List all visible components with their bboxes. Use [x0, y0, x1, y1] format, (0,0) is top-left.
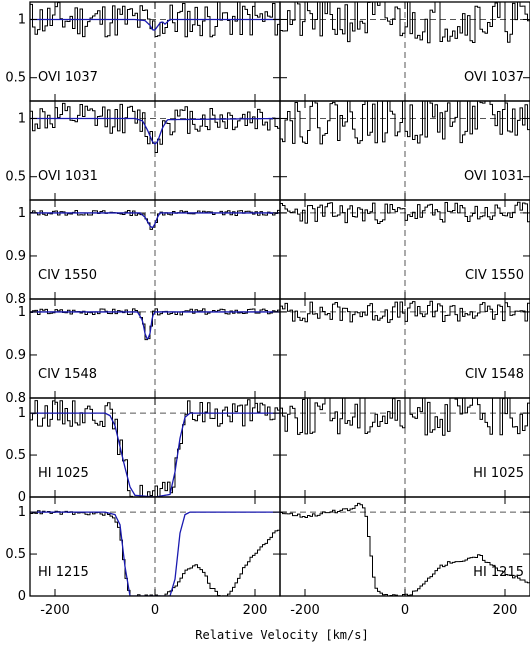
panel-3-right: CIV 1550: [279, 199, 530, 300]
y-tick-label: 0: [18, 490, 26, 505]
y-tick-label: 1: [18, 206, 26, 221]
y-tick-label: 0.9: [5, 348, 26, 363]
x-tick-label: 0: [151, 603, 159, 618]
y-tick-label: 0.8: [5, 391, 26, 406]
spectrum-trace: [30, 102, 280, 153]
y-tick-label: 1: [18, 12, 26, 27]
spectrum-trace: [280, 300, 530, 323]
panel-4-left: 0.8 0.9 1 CIV 1548: [5, 298, 281, 406]
spectrum-trace: [280, 2, 530, 44]
panel-5-left: 0 0.5 1 HI 1025: [5, 397, 281, 505]
ion-label: HI 1215: [473, 565, 524, 580]
model-fit: [30, 511, 280, 596]
panel-1-left: 0.5 1 OVI 1037: [5, 1, 281, 102]
ion-label: OVI 1037: [464, 70, 524, 85]
x-tick-label: 200: [243, 603, 268, 618]
y-tick-label: 0.8: [5, 292, 26, 307]
ion-label: CIV 1550: [38, 268, 97, 283]
panel-grid: 0.5 1 OVI 1037 OVI 1037 0.5 1 OVI 1031 OVI 1031…: [5, 1, 530, 618]
model-fit: [30, 311, 280, 340]
ion-label: OVI 1037: [38, 70, 98, 85]
ion-label: OVI 1031: [38, 169, 98, 184]
spectrum-trace: [280, 101, 530, 145]
model-fit: [30, 212, 280, 229]
panel-1-right: OVI 1037: [279, 1, 530, 102]
spectrum-trace: [280, 398, 530, 436]
model-fit: [30, 117, 280, 145]
x-tick-label: -200: [290, 603, 320, 618]
y-tick-label: 1: [18, 406, 26, 421]
x-tick-label: -200: [40, 603, 70, 618]
model-fit: [30, 18, 280, 31]
x-tick-label: 200: [493, 603, 518, 618]
ion-label: HI 1025: [473, 466, 524, 481]
panel-2-left: 0.5 1 OVI 1031: [5, 100, 281, 201]
y-tick-label: 0.9: [5, 249, 26, 264]
ion-label: CIV 1548: [465, 367, 524, 382]
ion-label: OVI 1031: [464, 169, 524, 184]
spectrum-trace: [30, 2, 280, 38]
panel-5-right: HI 1025: [279, 397, 530, 498]
panel-6-right: HI 1215: [279, 496, 530, 597]
y-tick-label: 0: [18, 589, 26, 604]
spectrum-trace: [280, 201, 530, 224]
ion-label: CIV 1550: [465, 268, 524, 283]
y-tick-label: 0.5: [5, 547, 26, 562]
y-tick-label: 1: [18, 305, 26, 320]
y-tick-label: 0.5: [5, 71, 26, 86]
y-tick-label: 0.5: [5, 170, 26, 185]
x-axis-label: Relative Velocity [km/s]: [195, 628, 368, 642]
x-tick-label: 0: [401, 603, 409, 618]
panel-4-right: CIV 1548: [279, 298, 530, 399]
ion-label: CIV 1548: [38, 367, 97, 382]
panel-3-left: 0.8 0.9 1 CIV 1550: [5, 199, 281, 307]
panel-6-left: 0 0.5 1 HI 1215: [5, 496, 281, 604]
ion-label: HI 1025: [38, 466, 89, 481]
y-tick-label: 0.5: [5, 448, 26, 463]
y-tick-label: 1: [18, 111, 26, 126]
y-tick-label: 1: [18, 505, 26, 520]
spectrum-trace: [30, 510, 280, 596]
model-fit: [30, 412, 280, 497]
panel-2-right: OVI 1031: [279, 100, 530, 201]
spectrum-trace: [30, 399, 280, 497]
ion-label: HI 1215: [38, 565, 89, 580]
